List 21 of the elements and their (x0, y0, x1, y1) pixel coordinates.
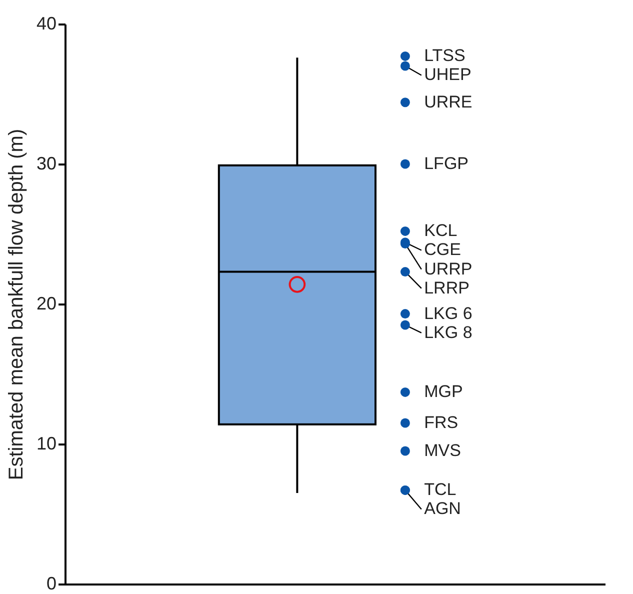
y-tick-label: 40 (36, 14, 56, 34)
data-label: AGN (424, 499, 461, 518)
data-label: MGP (424, 382, 463, 402)
data-label: TCL (424, 480, 456, 500)
data-label: MVS (424, 441, 461, 460)
y-tick-label: 30 (36, 154, 56, 174)
y-tick-label: 0 (46, 574, 56, 594)
data-label: LTSS (424, 46, 466, 66)
data-label: LKG 8 (424, 322, 472, 342)
y-tick-label: 10 (36, 434, 56, 454)
data-label: LKG 6 (424, 304, 472, 323)
data-label: URRP (424, 259, 472, 278)
data-label: LFGP (424, 154, 469, 173)
y-axis-title: Estimated mean bankfull flow depth (m) (5, 128, 28, 480)
data-label: LRRP (424, 278, 470, 298)
data-label: UHEP (424, 65, 472, 84)
y-tick-label: 20 (36, 294, 56, 314)
data-label: FRS (424, 413, 458, 432)
data-label: CGE (424, 240, 461, 260)
data-label: KCL (424, 221, 458, 240)
data-label: URRE (424, 92, 472, 112)
